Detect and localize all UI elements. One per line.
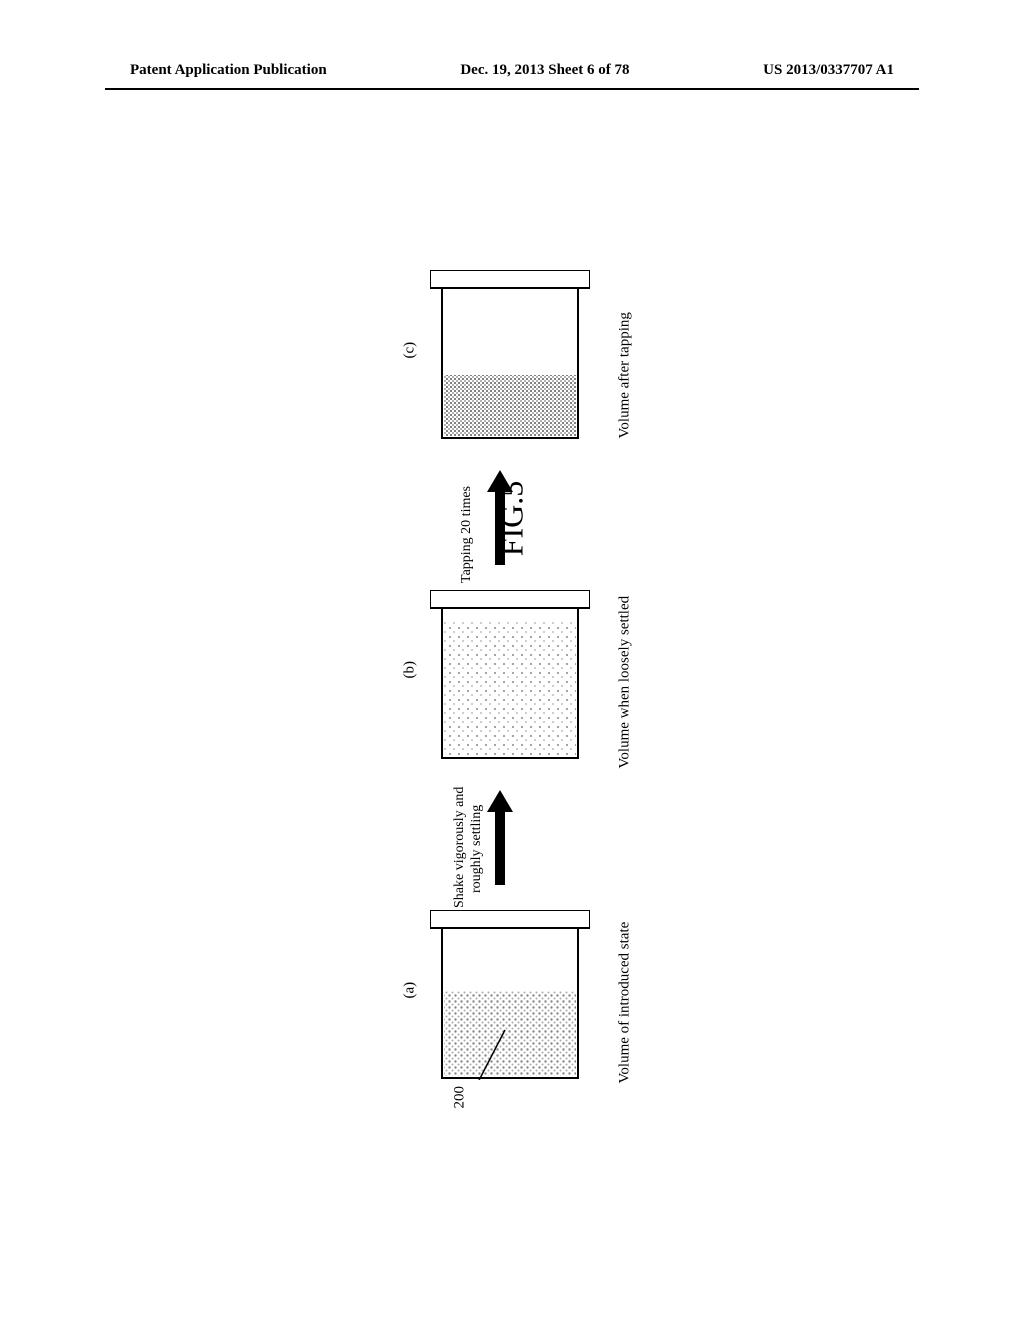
stage-b-caption: Volume when loosely settled — [617, 596, 634, 769]
container-a-icon — [430, 910, 590, 1080]
header-center: Dec. 19, 2013 Sheet 6 of 78 — [460, 62, 629, 79]
container-c-icon — [430, 270, 590, 440]
stage-a-label: (a) — [402, 982, 419, 999]
stage-c: (c) Volume after tapping — [430, 270, 610, 440]
diagram-area: (a) 200 Volume of introduced state — [430, 190, 880, 1090]
arrow-1: Shake vigorously and roughly settling — [485, 790, 515, 905]
stage-c-label: (c) — [402, 342, 419, 359]
arrow-2-icon — [485, 470, 515, 580]
arrow-1-label-line1: Shake vigorously and — [452, 787, 468, 908]
stage-b: (b) Volume when loosely settled — [430, 590, 610, 760]
arrow-2-label-line1: Tapping 20 times — [459, 486, 475, 583]
header-divider — [105, 88, 919, 90]
ref-number-200: 200 — [452, 1086, 469, 1109]
arrow-2: Tapping 20 times — [485, 470, 515, 585]
page-header: Patent Application Publication Dec. 19, … — [0, 62, 1024, 79]
arrow-1-label-line2: roughly settling — [469, 805, 485, 893]
stage-b-label: (b) — [402, 661, 419, 679]
header-left: Patent Application Publication — [130, 62, 327, 79]
stage-c-caption: Volume after tapping — [617, 312, 634, 438]
stage-a: (a) 200 Volume of introduced state — [430, 910, 610, 1080]
stage-a-caption: Volume of introduced state — [617, 922, 634, 1084]
container-b-icon — [430, 590, 590, 760]
arrow-1-icon — [485, 790, 515, 900]
header-right: US 2013/0337707 A1 — [763, 62, 894, 79]
